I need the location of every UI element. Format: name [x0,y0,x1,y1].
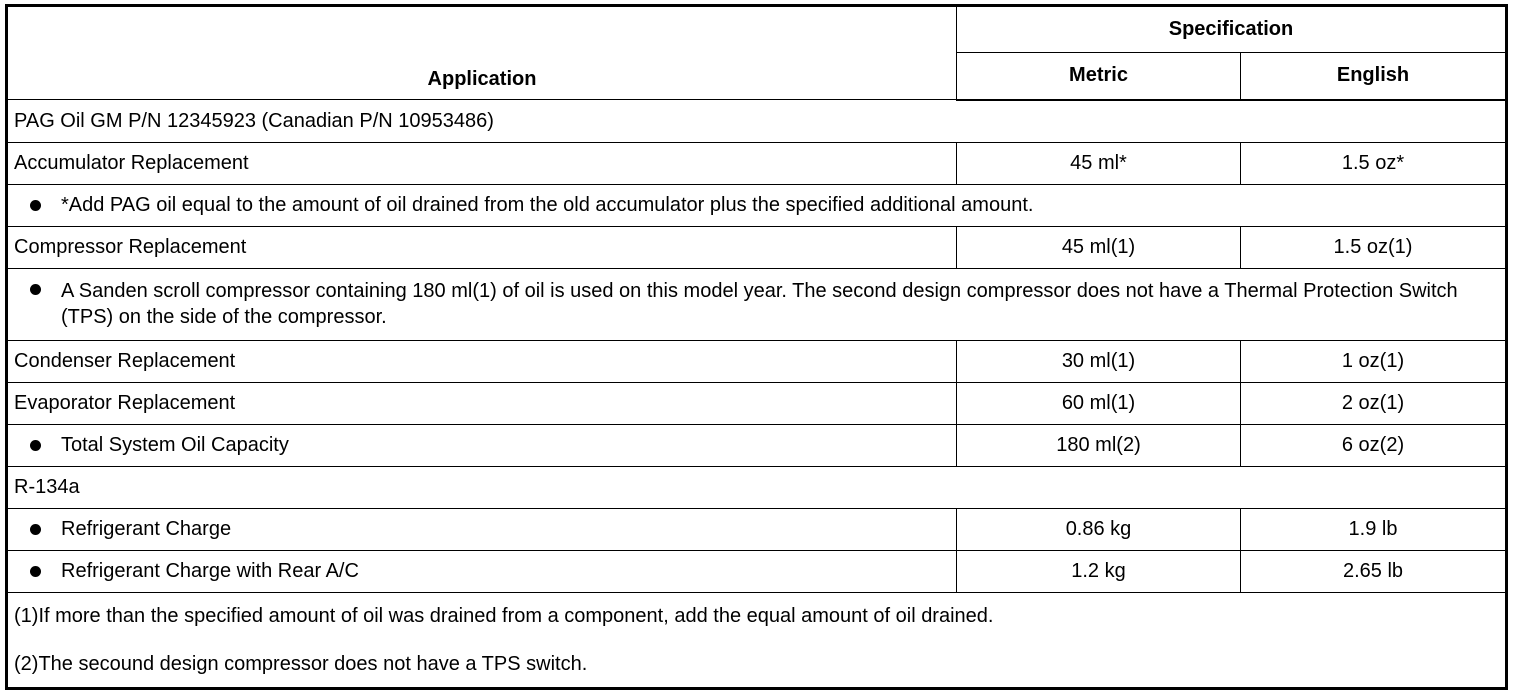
bullet-icon [30,439,41,451]
metric-cell: 0.86 kg [956,507,1241,551]
section-row: PAG Oil GM P/N 12345923 (Canadian P/N 10… [6,99,1507,143]
metric-cell: 60 ml(1) [956,381,1241,425]
metric-cell: 1.2 kg [956,549,1241,593]
section-row: R-134a [6,465,1507,509]
app-cell: Condenser Replacement [6,339,957,383]
table-row: Compressor Replacement 45 ml(1) 1.5 oz(1… [6,225,1507,269]
header-specification: Specification [956,4,1507,54]
header-metric: Metric [956,52,1241,101]
metric-cell: 180 ml(2) [956,423,1241,467]
metric-cell: 45 ml(1) [956,225,1241,269]
note-row: A Sanden scroll compressor containing 18… [6,267,1507,341]
app-cell: Refrigerant Charge [61,517,232,540]
english-cell: 1.5 oz* [1240,141,1507,185]
english-cell: 1.5 oz(1) [1240,225,1507,269]
section-pag: PAG Oil GM P/N 12345923 (Canadian P/N 10… [6,99,1507,143]
english-cell: 1.9 lb [1240,507,1507,551]
english-cell: 1 oz(1) [1240,339,1507,383]
bullet-icon [30,565,41,577]
app-cell: Evaporator Replacement [6,381,957,425]
app-cell: Total System Oil Capacity [61,433,289,456]
table-row: Total System Oil Capacity 180 ml(2) 6 oz… [6,423,1507,467]
table-row: Condenser Replacement 30 ml(1) 1 oz(1) [6,339,1507,383]
metric-cell: 30 ml(1) [956,339,1241,383]
app-cell: Compressor Replacement [6,225,957,269]
section-r134a: R-134a [6,465,1507,509]
bullet-icon [30,199,41,211]
bullet-icon [30,523,41,535]
app-cell: Accumulator Replacement [6,141,957,185]
table-row: Accumulator Replacement 45 ml* 1.5 oz* [6,141,1507,185]
footnotes-row: (1)If more than the specified amount of … [6,591,1507,689]
footnote-1: (1)If more than the specified amount of … [14,604,994,627]
english-cell: 2.65 lb [1240,549,1507,593]
footnote-2: (2)The secound design compressor does no… [14,652,588,675]
app-cell: Refrigerant Charge with Rear A/C [61,559,359,582]
header-english: English [1240,52,1507,101]
metric-cell: 45 ml* [956,141,1241,185]
header-application: Application [6,5,957,100]
spec-table: Application Specification Metric English… [5,4,1508,690]
table-row: Refrigerant Charge 0.86 kg 1.9 lb [6,507,1507,551]
table-row: Evaporator Replacement 60 ml(1) 2 oz(1) [6,381,1507,425]
note-text: A Sanden scroll compressor containing 18… [61,280,1458,328]
note-row: *Add PAG oil equal to the amount of oil … [6,183,1507,227]
english-cell: 6 oz(2) [1240,423,1507,467]
english-cell: 2 oz(1) [1240,381,1507,425]
table-row: Refrigerant Charge with Rear A/C 1.2 kg … [6,549,1507,593]
note-text: *Add PAG oil equal to the amount of oil … [61,193,1034,216]
bullet-icon [30,284,41,295]
